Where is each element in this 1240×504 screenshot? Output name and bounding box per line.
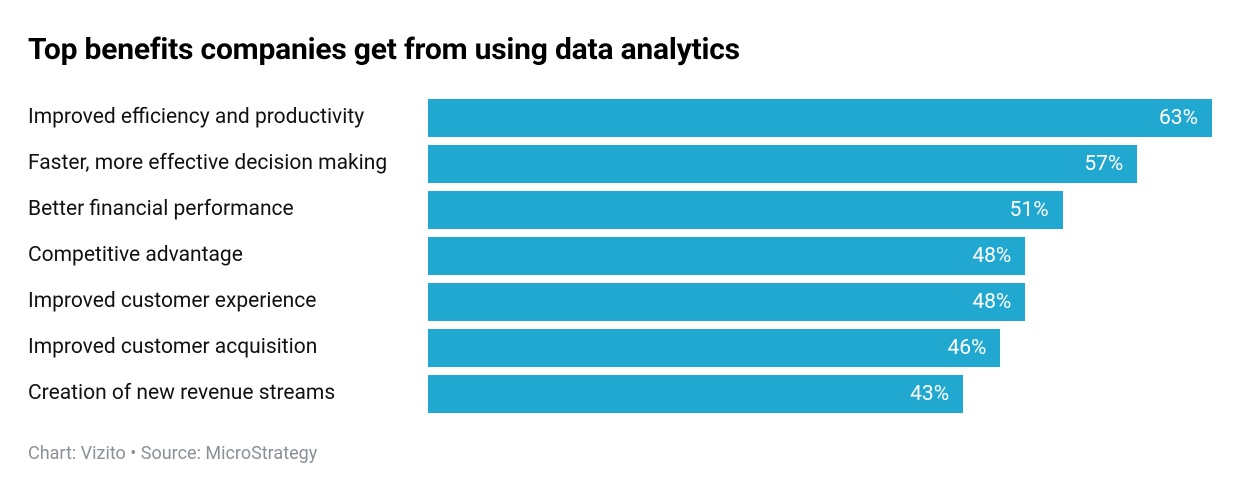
bar-label: Competitive advantage xyxy=(28,243,428,268)
bar-value: 43% xyxy=(910,382,949,406)
bar-value: 48% xyxy=(972,290,1011,314)
bar-track: 51% xyxy=(428,187,1212,233)
bar-track: 48% xyxy=(428,279,1212,325)
bar-fill: 46% xyxy=(428,329,1000,367)
bar-row: Improved customer acquisition 46% xyxy=(28,325,1212,371)
bar-fill: 43% xyxy=(428,375,963,413)
bar-label: Faster, more effective decision making xyxy=(28,151,428,176)
bar-fill: 57% xyxy=(428,145,1137,183)
bar-track: 43% xyxy=(428,371,1212,417)
bar-chart: Improved efficiency and productivity 63%… xyxy=(28,95,1212,417)
chart-title: Top benefits companies get from using da… xyxy=(28,32,1212,67)
bar-row: Competitive advantage 48% xyxy=(28,233,1212,279)
bar-label: Creation of new revenue streams xyxy=(28,381,428,406)
bar-value: 48% xyxy=(972,244,1011,268)
bar-value: 46% xyxy=(947,336,986,360)
bar-value: 57% xyxy=(1084,152,1123,176)
bar-row: Improved efficiency and productivity 63% xyxy=(28,95,1212,141)
bar-fill: 51% xyxy=(428,191,1063,229)
bar-label: Better financial performance xyxy=(28,197,428,222)
bar-label: Improved customer experience xyxy=(28,289,428,314)
bar-track: 48% xyxy=(428,233,1212,279)
bar-row: Better financial performance 51% xyxy=(28,187,1212,233)
bar-fill: 48% xyxy=(428,237,1025,275)
bar-track: 63% xyxy=(428,95,1212,141)
chart-footer: Chart: Vizito • Source: MicroStrategy xyxy=(28,443,1212,464)
bar-row: Improved customer experience 48% xyxy=(28,279,1212,325)
bar-label: Improved customer acquisition xyxy=(28,335,428,360)
bar-fill: 48% xyxy=(428,283,1025,321)
bar-track: 57% xyxy=(428,141,1212,187)
bar-value: 63% xyxy=(1159,106,1198,130)
bar-value: 51% xyxy=(1010,198,1049,222)
bar-fill: 63% xyxy=(428,99,1212,137)
bar-label: Improved efficiency and productivity xyxy=(28,105,428,130)
bar-row: Creation of new revenue streams 43% xyxy=(28,371,1212,417)
bar-row: Faster, more effective decision making 5… xyxy=(28,141,1212,187)
bar-track: 46% xyxy=(428,325,1212,371)
